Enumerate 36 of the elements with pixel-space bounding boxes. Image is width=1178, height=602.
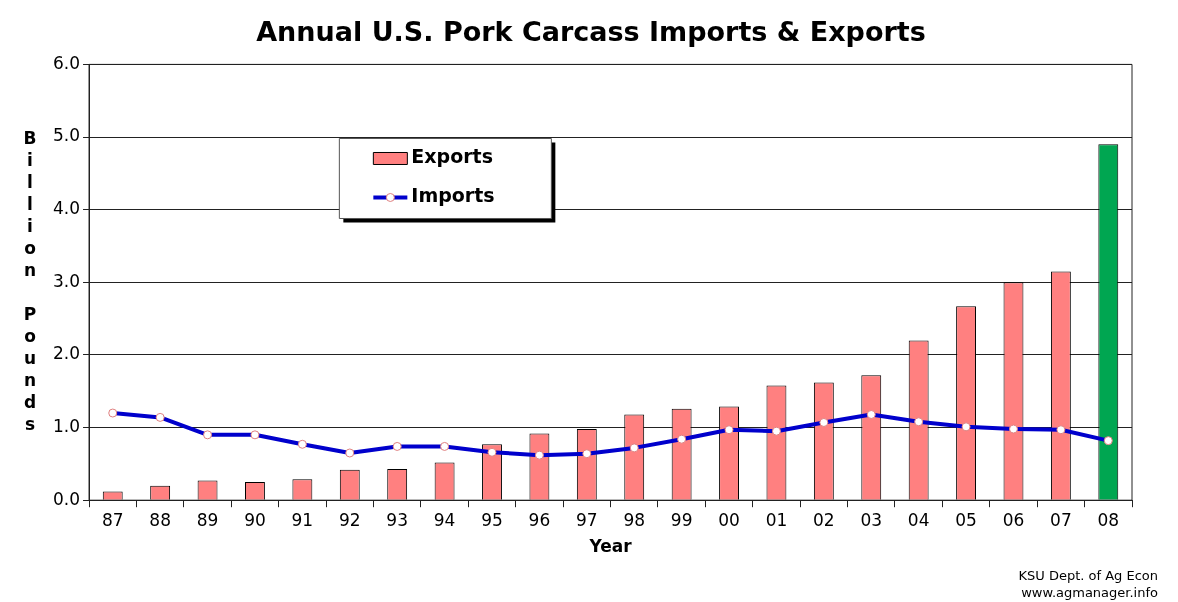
x-tick-label: 07	[1050, 509, 1072, 530]
x-tick-label: 97	[575, 509, 598, 530]
x-tick-label: 96	[528, 509, 551, 530]
x-tick-label: 05	[955, 509, 977, 530]
chart-title: Annual U.S. Pork Carcass Imports & Exports	[256, 16, 926, 48]
legend-label: Imports	[411, 184, 495, 207]
y-tick-label: 4.0	[52, 198, 81, 219]
x-tick-label: 93	[386, 509, 408, 530]
x-tick-label: 88	[149, 509, 171, 530]
x-tick-label: 08	[1097, 509, 1120, 530]
x-axis-title: Year	[588, 536, 633, 557]
x-tick-label: 94	[433, 509, 456, 530]
y-tick-label: 5.0	[52, 125, 81, 146]
x-tick-label: 90	[244, 509, 266, 530]
x-tick-label: 87	[101, 509, 124, 530]
x-tick-label: 02	[813, 509, 835, 530]
x-tick-label: 92	[338, 509, 361, 530]
y-tick-label: 1.0	[52, 415, 81, 436]
x-tick-label: 99	[670, 509, 693, 530]
x-tick-label: 04	[907, 509, 930, 530]
y-tick-label: 2.0	[52, 343, 81, 364]
text: KSU Dept. of Ag Econ	[1018, 568, 1158, 583]
x-tick-label: 01	[765, 509, 788, 530]
x-tick-label: 95	[481, 509, 503, 530]
y-tick-label: 3.0	[52, 270, 81, 291]
x-tick-label: 98	[623, 509, 646, 530]
x-tick-label: 00	[718, 509, 740, 530]
legend-label: Exports	[411, 145, 493, 168]
y-tick-label: 6.0	[52, 52, 81, 73]
x-tick-label: 06	[1002, 509, 1025, 530]
text: Billion Pounds	[23, 127, 37, 434]
x-tick-label: 03	[860, 509, 883, 530]
x-tick-label: 91	[291, 509, 314, 530]
x-tick-label: 89	[196, 509, 219, 530]
text: www.agmanager.info	[1021, 585, 1159, 600]
y-tick-label: 0.0	[52, 488, 81, 509]
